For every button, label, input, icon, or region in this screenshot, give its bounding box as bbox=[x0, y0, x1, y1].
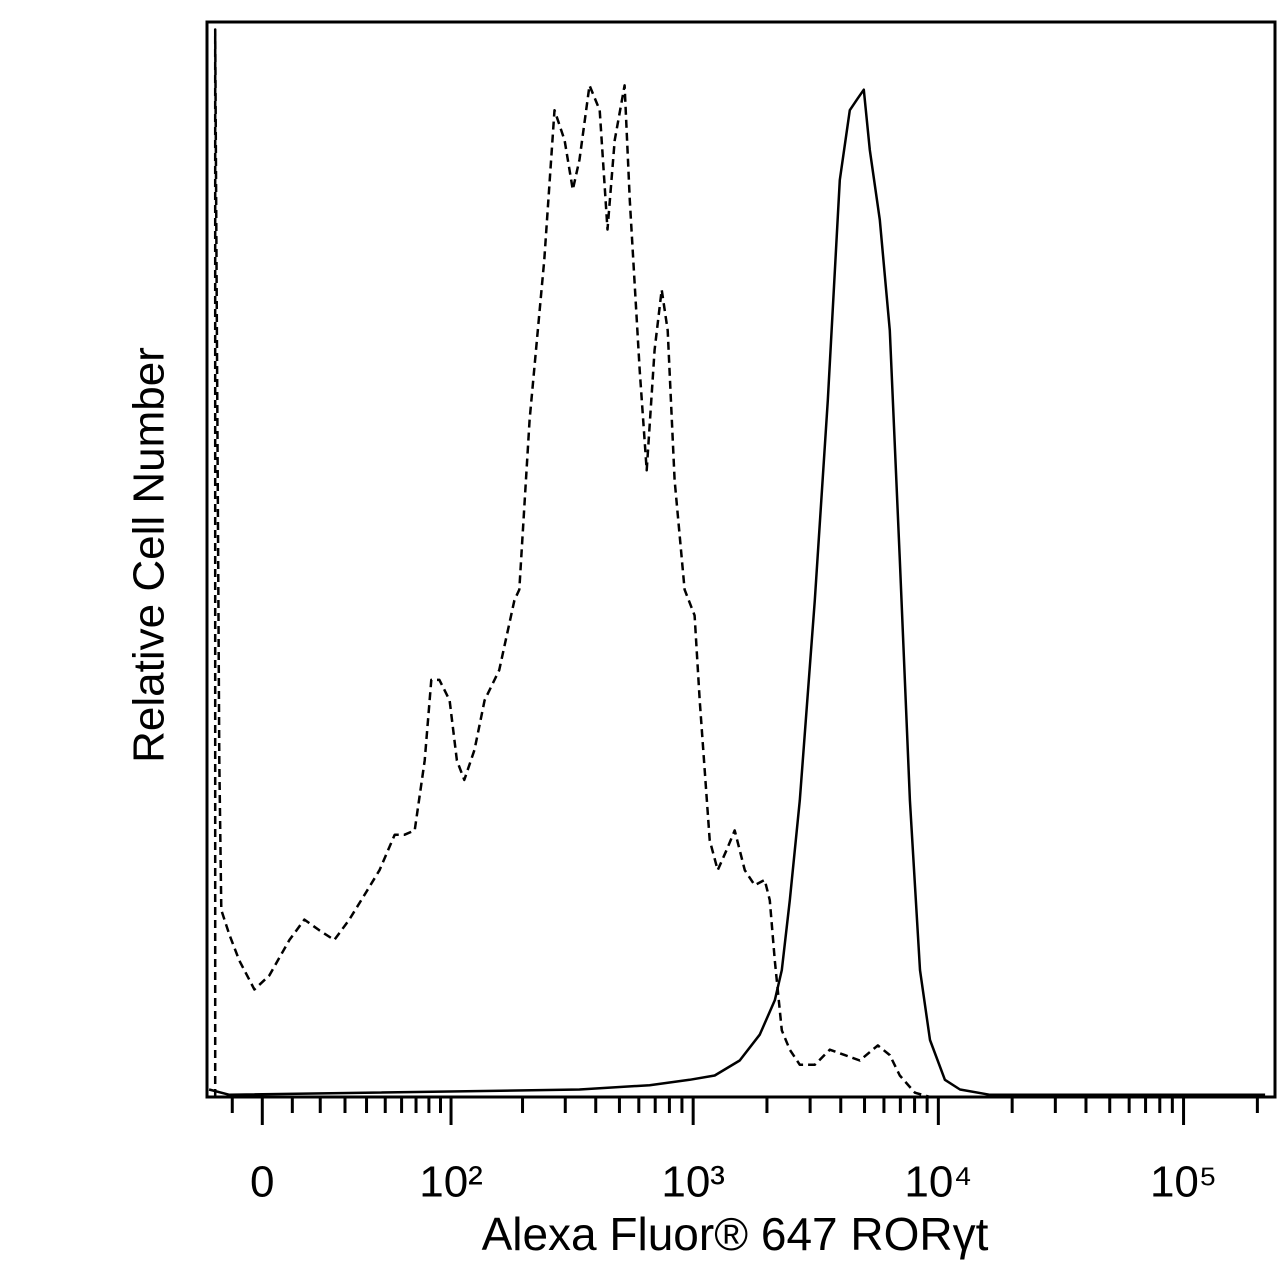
x-tick-label: 10³ bbox=[661, 1158, 725, 1207]
plot-frame bbox=[205, 20, 1277, 1099]
x-axis-title: Alexa Fluor® 647 RORγt bbox=[482, 1208, 989, 1260]
y-axis-title: Relative Cell Number bbox=[125, 347, 174, 763]
dashed-histogram bbox=[213, 28, 931, 1099]
x-tick-label: 10⁵ bbox=[1150, 1158, 1217, 1207]
solid-histogram bbox=[208, 88, 1266, 1097]
x-tick-label: 0 bbox=[250, 1158, 274, 1207]
x-tick-label: 10⁴ bbox=[904, 1158, 972, 1207]
x-tick-label: 10² bbox=[419, 1158, 483, 1207]
